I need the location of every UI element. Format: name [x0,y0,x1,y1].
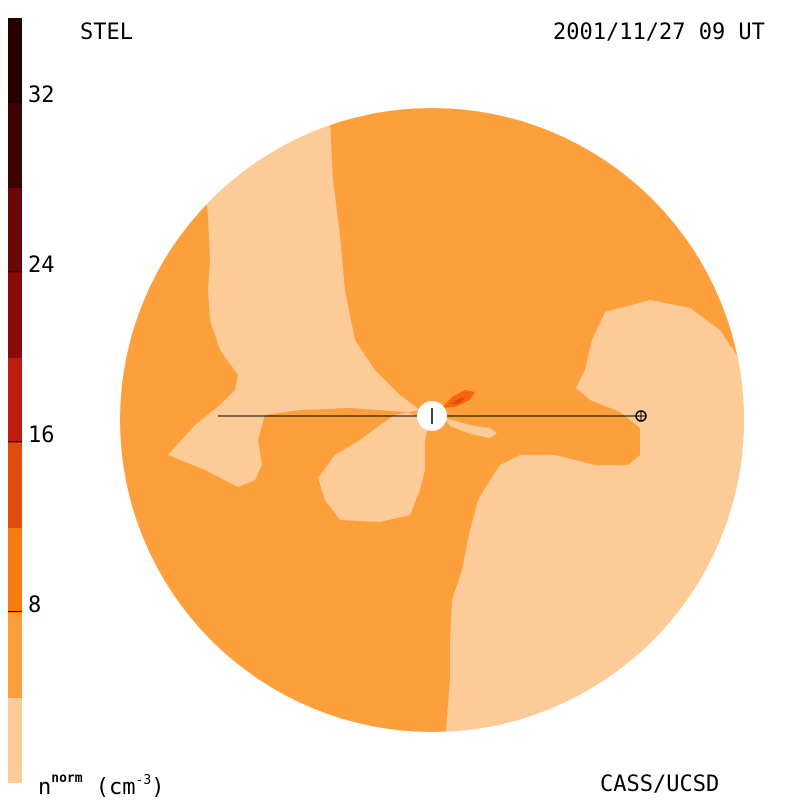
density-unit-exponent: -3 [135,773,152,788]
density-unit-close: ) [151,775,165,800]
hot-spot-core [450,398,466,404]
colorbar-tick-24 [8,271,22,272]
stel-label: STEL [80,20,133,45]
light-region-wedge [445,418,497,438]
light-region-northwest [120,108,430,522]
credit-label: CASS/UCSD [600,772,720,797]
colorbar-tick-8 [8,611,22,612]
colorbar-tick-label-16: 16 [28,423,55,448]
density-superscript: norm [51,771,83,786]
colorbar-bands [8,18,22,783]
density-unit-label: nnorm (cm-3) [38,772,164,799]
colorbar-tick-32 [8,101,22,102]
colorbar-tick-label-8: 8 [28,593,42,618]
density-unit: (cm [82,775,136,800]
colorbar-tick-label-24: 24 [28,253,55,278]
colorbar-tick-16 [8,441,22,442]
timestamp-label: 2001/11/27 09 UT [553,20,765,45]
density-symbol: n [38,775,52,800]
colorbar-tick-label-32: 32 [28,83,55,108]
